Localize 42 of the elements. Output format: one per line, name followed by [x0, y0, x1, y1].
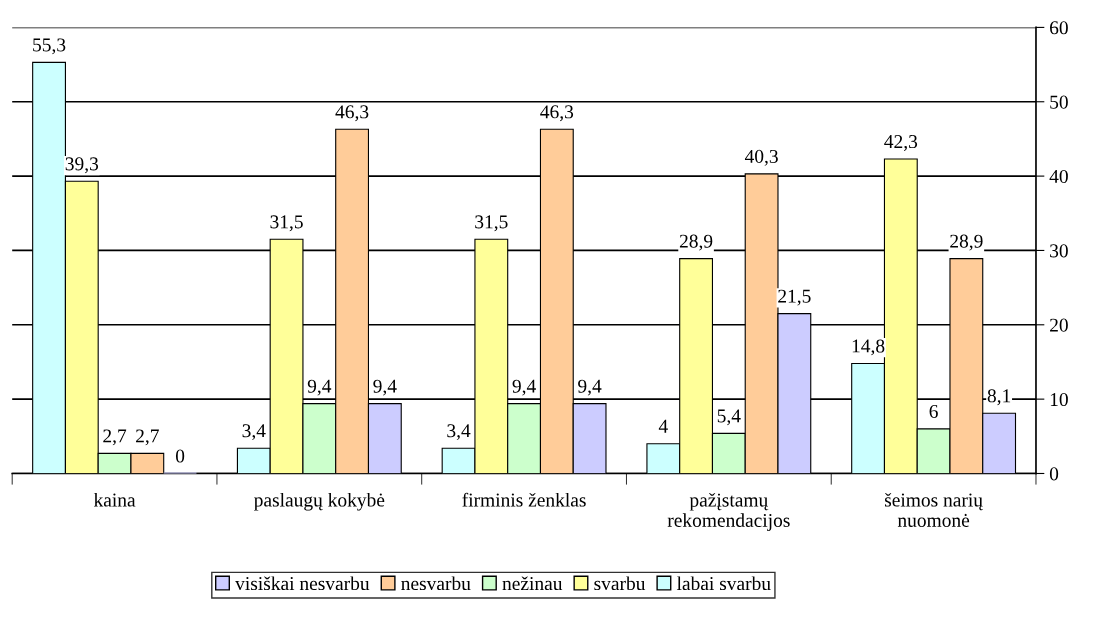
- data-label: 6: [929, 404, 938, 418]
- x-tick-label: firminis ženklas: [462, 492, 586, 507]
- data-label: 28,9: [950, 234, 983, 251]
- data-label: 31,5: [270, 215, 303, 232]
- x-tick-label: pažįstamų rekomendacijos: [667, 492, 790, 531]
- data-label: 4: [658, 419, 668, 433]
- y-tick-label: 20: [1050, 318, 1068, 332]
- data-label: 9,4: [578, 379, 602, 396]
- data-label: 46,3: [335, 105, 369, 122]
- data-label: 14,8: [852, 339, 885, 356]
- data-label: 40,3: [744, 149, 778, 166]
- data-label: 3,4: [242, 424, 266, 441]
- data-label: 21,5: [778, 289, 811, 306]
- data-label: 39,3: [65, 157, 99, 174]
- data-label: 2,7: [136, 429, 159, 446]
- data-label: 55,3: [33, 38, 66, 55]
- y-tick-label: 10: [1050, 392, 1068, 407]
- data-label: 28,9: [679, 234, 713, 251]
- y-tick-label: 30: [1050, 244, 1068, 258]
- legend-label: visiškai nesvarbu: [235, 576, 370, 591]
- x-tick-label: kaina: [93, 492, 136, 507]
- y-tick-label: 60: [1050, 21, 1068, 35]
- data-label: 3,4: [447, 424, 471, 441]
- data-label: 5,4: [717, 409, 741, 426]
- data-label: 9,4: [307, 379, 332, 396]
- data-label: 31,5: [475, 215, 508, 232]
- y-tick-label: 50: [1050, 95, 1068, 109]
- legend-label: svarbu: [594, 576, 646, 591]
- data-label: 2,7: [103, 429, 127, 446]
- data-label: 46,3: [540, 105, 574, 122]
- legend-label: labai svarbu: [676, 576, 771, 591]
- data-label: 9,4: [373, 379, 397, 396]
- x-tick-label: šeimos narių nuomonė: [884, 492, 984, 527]
- data-label: 8,1: [987, 389, 1011, 406]
- data-label: 9,4: [512, 379, 536, 396]
- x-tick-label: paslaugų kokybė: [254, 492, 385, 511]
- data-label: 42,3: [884, 135, 918, 151]
- y-tick-label: 40: [1049, 169, 1068, 184]
- legend-label: nesvarbu: [401, 576, 471, 591]
- data-label: 0: [175, 449, 185, 463]
- legend-label: nežinau: [502, 576, 563, 591]
- y-tick-label: 0: [1049, 467, 1059, 481]
